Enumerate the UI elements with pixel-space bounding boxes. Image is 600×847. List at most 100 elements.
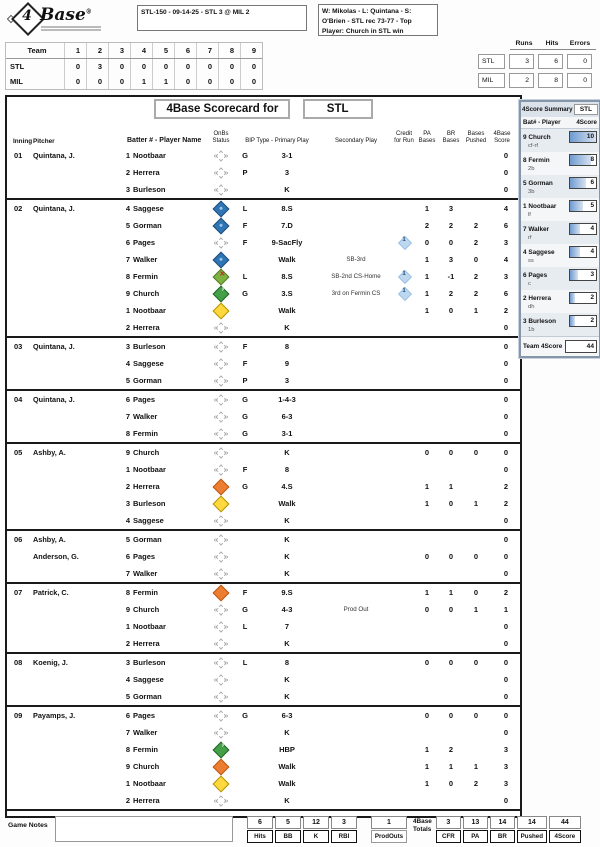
bip-type: F	[242, 238, 248, 247]
primary-play: 8	[284, 342, 290, 351]
batter-number: 6	[125, 711, 130, 720]
inning-group: 08 Koenig, J. 3 Burleson ‹ › L 8 0 0 0 0 …	[7, 654, 520, 707]
primary-play: K	[284, 728, 290, 737]
primary-play: 4.S	[281, 482, 293, 491]
br-bases: 0	[448, 499, 454, 508]
pa-bases: 1	[424, 499, 430, 508]
4base-score: 3	[503, 272, 508, 281]
batter-row: 05 Ashby, A. 9 Church ‹ › K 0 0 0 0	[7, 444, 520, 461]
summary-player-row: 6 Pages 3 c	[521, 267, 599, 290]
registered-mark: ®	[85, 8, 92, 16]
batter-number: 5	[125, 535, 130, 544]
stat-label: PA	[462, 830, 488, 843]
player-4score-bar: 10	[569, 131, 597, 143]
batter-number: 6	[125, 238, 130, 247]
primary-play: Walk	[278, 762, 296, 771]
batter-row: 3 Burleson Walk 1 0 1 2	[7, 495, 520, 512]
primary-play: 8.S	[281, 204, 293, 213]
game-notes-input[interactable]	[55, 816, 233, 842]
inning-score: 0	[196, 59, 218, 74]
primary-play: 3	[284, 376, 290, 385]
inning-score: 0	[196, 74, 218, 89]
batter-name: Gorman	[133, 535, 162, 544]
pa-bases: 1	[424, 762, 430, 771]
stat-group-pa: 13 PA	[462, 816, 488, 843]
inning-number: 8	[218, 43, 240, 58]
inning-label: 07	[14, 588, 23, 597]
batter-name: Pages	[133, 552, 156, 561]
pitcher-name: Quintana, J.	[33, 395, 75, 404]
4base-score: 0	[503, 168, 508, 177]
primary-play: Walk	[278, 306, 296, 315]
stat-group-prodouts: 1 ProdOuts	[371, 816, 407, 843]
bip-type: F	[242, 588, 248, 597]
onbase-status-icon	[212, 217, 230, 234]
br-bases: 0	[448, 605, 454, 614]
onbase-status-icon	[212, 268, 230, 285]
scorecard-title: 4Base Scorecard for	[154, 99, 291, 119]
bip-type: L	[242, 272, 248, 281]
col-secondary: Secondary Play	[334, 138, 378, 145]
bases-pushed: 1	[473, 499, 479, 508]
onbase-status-icon: ‹ ›	[214, 551, 228, 563]
bip-type: L	[242, 622, 248, 631]
batter-number: 8	[125, 429, 130, 438]
onbase-status-icon	[212, 741, 230, 758]
inning-label: 01	[14, 151, 23, 160]
rhe-header-row: Runs Hits Errors	[510, 40, 596, 50]
stat-group-br: 14 BR	[489, 816, 515, 843]
summary-player-name: 1 Nootbaar	[523, 202, 557, 210]
pitcher-name: Ashby, A.	[33, 448, 66, 457]
pa-bases: 1	[424, 482, 430, 491]
player-4score-bar: 2	[569, 315, 597, 327]
batter-name: Herrera	[133, 639, 160, 648]
batter-name: Fermin	[133, 272, 159, 281]
onbase-status-icon: ‹ ›	[214, 322, 228, 334]
onbase-status-icon: ‹ ›	[214, 727, 228, 739]
inning-label: 09	[14, 711, 23, 720]
stat-group-hits: 6 Hits	[247, 816, 273, 843]
batter-number: 4	[125, 516, 130, 525]
inning-number: 3	[108, 43, 130, 58]
stat-value: 5	[275, 816, 301, 829]
bases-pushed: 2	[473, 272, 479, 281]
player-position: cf-rf	[528, 143, 538, 149]
batter-row: 09 Payamps, J. 6 Pages ‹ › G 6-3 0 0 0 0	[7, 707, 520, 724]
stat-label: RBI	[331, 830, 357, 843]
4base-score: 2	[503, 306, 508, 315]
primary-play: 1-4-3	[278, 395, 296, 404]
onbase-status-icon: ‹ ›	[214, 657, 228, 669]
batter-row: 06 Ashby, A. 5 Gorman ‹ › K 0	[7, 531, 520, 548]
scorecard-team-selector[interactable]: STL	[302, 99, 373, 119]
player-4score-bar: 8	[569, 154, 597, 166]
inning-label: 02	[14, 204, 23, 213]
batter-row: 1 Nootbaar Walk 1 0 1 2	[7, 302, 520, 319]
batter-row: 07 Patrick, C. 8 Fermin F 9.S 1 1 0 2	[7, 584, 520, 601]
inning-score: 0	[240, 74, 262, 89]
batter-row: 7 Walker ‹ › G 6-3 0	[7, 408, 520, 425]
batter-row: 5 Gorman F 7.D 2 2 2 6	[7, 217, 520, 234]
batter-number: 7	[125, 728, 130, 737]
bip-type: G	[242, 482, 248, 491]
summary-team-selector[interactable]: STL	[573, 104, 598, 115]
4base-score: 0	[503, 639, 508, 648]
summary-player-row: 9 Church 10 cf-rf	[521, 129, 599, 152]
stat-value: 14	[516, 816, 547, 829]
team-name: STL	[478, 54, 506, 69]
summary-player-row: 2 Herrera 2 dh	[521, 290, 599, 313]
4base-score: 2	[503, 499, 508, 508]
batter-number: 2	[125, 168, 130, 177]
batter-number: 1	[125, 151, 130, 160]
onbase-status-icon: ‹ ›	[214, 428, 228, 440]
primary-play: 7.D	[281, 221, 293, 230]
primary-play: 6-3	[281, 412, 293, 421]
team-4score-value: 44	[565, 340, 597, 353]
batter-row: 8 Fermin HBP 1 2 3	[7, 741, 520, 758]
pa-bases: 0	[424, 238, 430, 247]
br-bases: 0	[448, 238, 454, 247]
inning-group: 03 Quintana, J. 3 Burleson ‹ › F 8 0 4 Sa…	[7, 338, 520, 391]
rhe-row: STL 3 6 0	[478, 54, 596, 69]
pa-bases: 1	[424, 255, 430, 264]
bip-type: F	[242, 359, 248, 368]
primary-play: K	[284, 675, 290, 684]
